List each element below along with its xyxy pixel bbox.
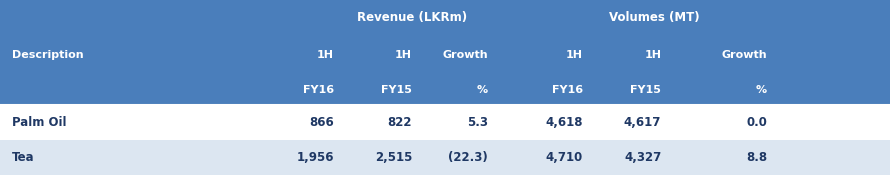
Text: 2,515: 2,515 [375, 151, 412, 164]
Text: 1H: 1H [395, 50, 412, 60]
Text: FY15: FY15 [630, 85, 661, 95]
Text: Palm Oil: Palm Oil [12, 116, 66, 129]
Text: 5.3: 5.3 [466, 116, 488, 129]
Text: Volumes (MT): Volumes (MT) [609, 11, 700, 24]
Text: Growth: Growth [442, 50, 488, 60]
Text: FY16: FY16 [303, 85, 334, 95]
Text: Tea: Tea [12, 151, 34, 164]
Text: 866: 866 [309, 116, 334, 129]
Text: 822: 822 [387, 116, 412, 129]
Text: Description: Description [12, 50, 83, 60]
Text: %: % [756, 85, 767, 95]
Text: 1,956: 1,956 [296, 151, 334, 164]
Text: Revenue (LKRm): Revenue (LKRm) [357, 11, 467, 24]
Text: 1H: 1H [317, 50, 334, 60]
Text: %: % [477, 85, 488, 95]
Text: FY16: FY16 [552, 85, 583, 95]
Bar [0, 105, 890, 140]
Text: 1H: 1H [644, 50, 661, 60]
Text: FY15: FY15 [381, 85, 412, 95]
Text: 4,327: 4,327 [624, 151, 661, 164]
Text: 4,710: 4,710 [546, 151, 583, 164]
Text: (22.3): (22.3) [448, 151, 488, 164]
Bar [0, 0, 890, 105]
Text: 0.0: 0.0 [747, 116, 767, 129]
Text: Growth: Growth [722, 50, 767, 60]
Text: 4,618: 4,618 [546, 116, 583, 129]
Bar [0, 140, 890, 175]
Text: 8.8: 8.8 [746, 151, 767, 164]
Text: 4,617: 4,617 [624, 116, 661, 129]
Text: 1H: 1H [566, 50, 583, 60]
